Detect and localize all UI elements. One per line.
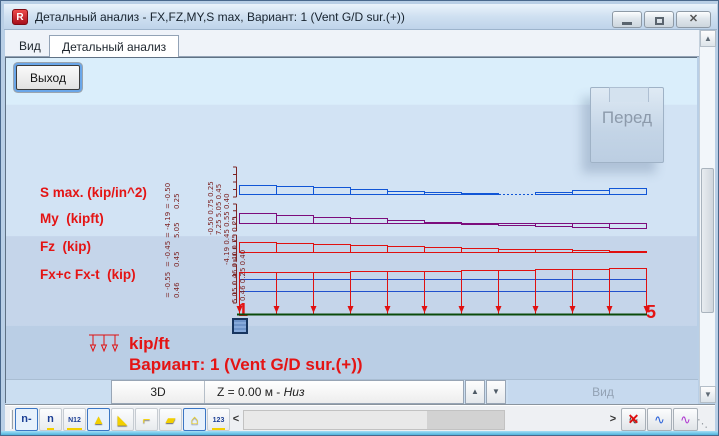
view-button[interactable]: Вид (508, 380, 698, 404)
no-deformation-button-icon: ∿ (628, 412, 639, 427)
toggle-dimensions-icon: ⌂ (190, 412, 199, 427)
toggle-values[interactable]: 123 (207, 408, 230, 431)
bottom-toolbar: n-n N12 ▲ ◣ ⌐ ▰ ⌂ 123 < > ∿ ✕ ∿ ∿ ⋱ (5, 404, 715, 433)
rotated-value: 5.05 (173, 222, 181, 238)
node-5-label: 5 (646, 302, 657, 322)
toggle-supports-icon: ▲ (92, 412, 105, 427)
level-down-button[interactable]: ▼ (486, 380, 506, 404)
rotated-value: = -0.50 (164, 182, 172, 209)
animation-button[interactable]: ∿ (673, 408, 698, 431)
toggle-bar-labels[interactable]: N12 (63, 408, 86, 431)
toggle-supports[interactable]: ▲ (87, 408, 110, 431)
deformation-button-icon: ∿ (654, 412, 665, 427)
vertical-scrollbar-thumb[interactable] (701, 168, 714, 313)
rotated-value: -4.19 0.45 0.55 0.40 (223, 193, 231, 265)
toolbar-overflow-track[interactable] (243, 410, 505, 430)
rotated-value: 0.45 (173, 251, 181, 267)
toggle-panels[interactable]: ▰ (159, 408, 182, 431)
rotated-value: 0.25 (173, 193, 181, 209)
label-s-max: S max. (kip/in^2) (40, 185, 147, 200)
z-level-text: Z = 0.00 м - (217, 385, 284, 399)
status-bar: 3D Z = 0.00 м - Низ ▲ ▼ Вид (6, 379, 698, 404)
restore-icon (654, 17, 664, 25)
deformation-button[interactable]: ∿ (647, 408, 672, 431)
rotated-value: -0.50 0.75 0.25 (207, 181, 215, 235)
z-level-display[interactable]: Z = 0.00 м - Низ (205, 381, 463, 403)
toggle-values-icon: 123 (211, 413, 226, 430)
app-icon: R (12, 9, 28, 25)
rotated-value: = -0.45 (164, 240, 172, 267)
title-bar[interactable]: R Детальный анализ - FX,FZ,MY,S max, Вар… (4, 4, 717, 30)
toggle-profile-shape-icon: ◣ (117, 412, 128, 427)
minimize-icon (622, 22, 632, 25)
rotated-value: 0.46 0.25 0.40 (239, 249, 247, 301)
support-node-marker[interactable] (232, 318, 248, 334)
toolbar-scroll-right-icon[interactable]: > (609, 413, 617, 425)
label-fx: Fx+c Fx-t (kip) (40, 267, 136, 282)
label-my: My (kipft) (40, 211, 104, 226)
window-title: Детальный анализ - FX,FZ,MY,S max, Вариа… (35, 10, 405, 24)
status-panel: 3D Z = 0.00 м - Низ (111, 380, 464, 404)
window-frame-bottom (1, 431, 718, 435)
scroll-up-icon[interactable]: ▲ (700, 30, 716, 47)
toggle-node-numbers[interactable]: n- (15, 408, 38, 431)
analysis-canvas: Выход Перед S max. (kip/in^2) My (kipft)… (5, 57, 698, 404)
toolbar-overflow-thumb[interactable] (244, 411, 427, 429)
rotated-value: 7.25 5.05 0.45 (215, 183, 223, 235)
restore-button[interactable] (644, 11, 674, 28)
toggle-bar-labels-icon: N12 (67, 413, 82, 430)
close-icon: ✕ (688, 13, 699, 25)
rotated-value: 5.05 0.46 0.40 0.75 0.25 (231, 216, 239, 303)
z-level-suffix: Низ (283, 385, 305, 399)
toggle-bar-numbers-icon: n (47, 411, 54, 430)
toggle-bar-numbers[interactable]: n (39, 408, 62, 431)
tab-detailed-analysis[interactable]: Детальный анализ (49, 35, 180, 58)
load-case-label: Вариант: 1 (Vent G/D sur.(+)) (129, 355, 363, 374)
toggle-profile-shape[interactable]: ◣ (111, 408, 134, 431)
no-deformation-button[interactable]: ∿ ✕ (621, 408, 646, 431)
toggle-panels-icon: ▰ (165, 412, 176, 427)
toggle-profile-sketch[interactable]: ⌐ (135, 408, 158, 431)
toggle-node-numbers-icon: n- (21, 413, 32, 425)
minimize-button[interactable] (612, 11, 642, 28)
scroll-down-icon[interactable]: ▼ (700, 386, 716, 403)
rotated-value: 0.46 (173, 282, 181, 298)
tab-view[interactable]: Вид (19, 39, 41, 53)
red-cross-icon: ✕ (627, 411, 640, 427)
toggle-profile-sketch-icon: ⌐ (142, 412, 151, 427)
level-up-button[interactable]: ▲ (465, 380, 485, 404)
exit-button[interactable]: Выход (16, 65, 80, 90)
rotated-value: = -4.19 (164, 211, 172, 238)
toolbar-scroll-left-icon[interactable]: < (232, 413, 240, 425)
rotated-value: = -0.55 (164, 271, 172, 298)
front-view-button[interactable]: Перед (590, 87, 664, 163)
tab-strip: Вид Детальный анализ (5, 30, 699, 58)
load-units-label: kip/ft (129, 334, 170, 353)
vertical-scrollbar[interactable]: ▲ ▼ (699, 30, 716, 403)
toggle-dimensions[interactable]: ⌂ (183, 408, 206, 431)
animation-button-icon: ∿ (680, 412, 691, 427)
toolbar-grip[interactable] (10, 410, 13, 429)
label-fz: Fz (kip) (40, 239, 91, 254)
close-button[interactable]: ✕ (676, 11, 711, 28)
mode-3d-button[interactable]: 3D (112, 381, 205, 403)
resize-grip[interactable]: ⋱ (697, 418, 709, 430)
